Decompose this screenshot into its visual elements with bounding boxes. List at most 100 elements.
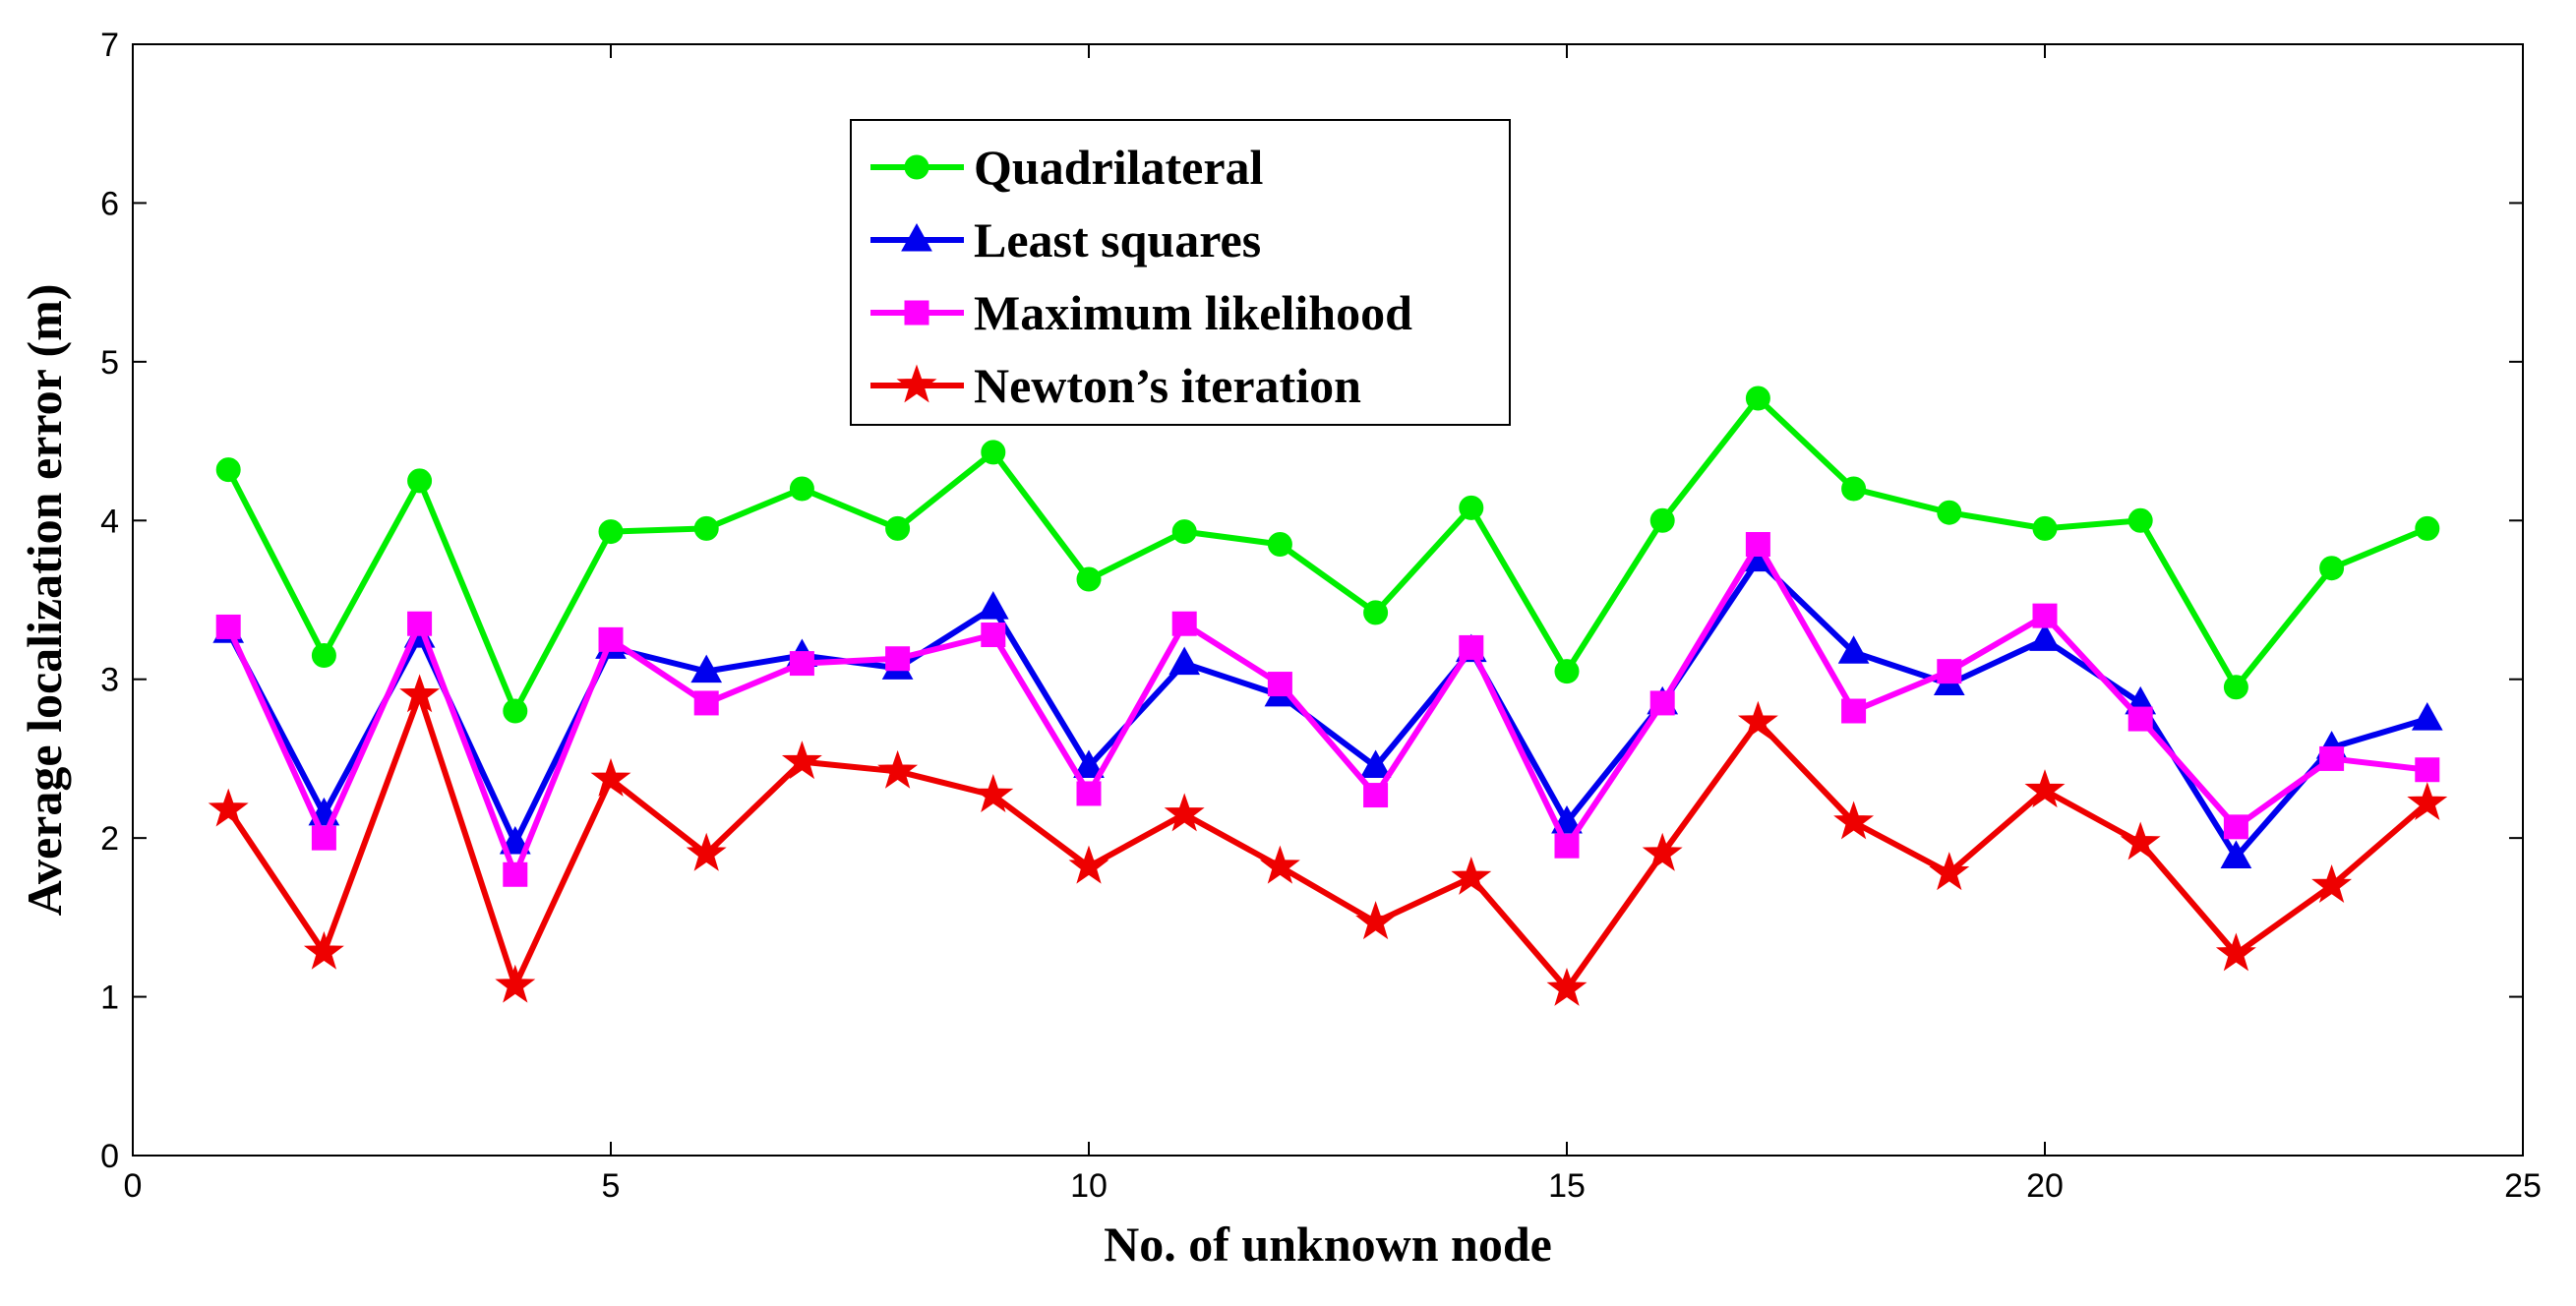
- data-point: [1745, 386, 1770, 411]
- data-point: [1459, 634, 1484, 660]
- data-point: [1171, 611, 1197, 636]
- legend-marker: [901, 222, 932, 252]
- series-line: [225, 394, 2428, 714]
- data-point: [2411, 702, 2443, 731]
- legend-marker: [896, 364, 937, 403]
- data-point: [686, 832, 727, 871]
- data-point: [1259, 845, 1300, 884]
- y-tick-label: 1: [100, 980, 119, 1017]
- data-point: [2223, 814, 2248, 840]
- data-point: [215, 457, 241, 483]
- y-tick-label: 2: [100, 820, 119, 858]
- data-point: [598, 626, 624, 652]
- data-point: [1068, 845, 1109, 884]
- data-point: [2415, 757, 2440, 783]
- x-tick-label: 0: [124, 1167, 143, 1205]
- legend-label: Maximum likelihood: [974, 285, 1412, 340]
- x-tick-label: 15: [1548, 1167, 1586, 1205]
- data-point: [2032, 515, 2058, 541]
- data-point: [208, 788, 249, 827]
- data-point: [2311, 864, 2353, 903]
- y-tick-label: 3: [100, 662, 119, 699]
- x-tick-label: 5: [602, 1167, 621, 1205]
- data-point: [2127, 507, 2153, 533]
- y-tick-label: 4: [100, 503, 119, 540]
- y-tick-label: 0: [100, 1138, 119, 1175]
- legend-box: [850, 119, 1511, 426]
- data-point: [1451, 856, 1492, 895]
- data-point: [503, 861, 528, 887]
- y-tick-label: 7: [100, 27, 119, 64]
- x-tick-label: 10: [1070, 1167, 1108, 1205]
- data-point: [1937, 659, 1962, 684]
- data-point: [1168, 646, 1201, 676]
- legend-marker: [904, 154, 929, 180]
- legend-item: Least squares: [870, 212, 1261, 267]
- data-point: [495, 964, 536, 1003]
- data-point: [1929, 852, 1970, 891]
- data-point: [877, 749, 919, 789]
- data-point: [2220, 840, 2252, 869]
- legend-label: Newton’s iteration: [974, 358, 1361, 413]
- series-3: [208, 674, 2448, 1006]
- axis-ticks: 0 5 10 15 20 25 0 1 2 3 4 5 6 7: [100, 27, 2542, 1205]
- legend-label: Quadrilateral: [974, 140, 1264, 195]
- data-point: [311, 825, 336, 851]
- data-point: [399, 674, 441, 713]
- x-tick-label: 25: [2504, 1167, 2542, 1205]
- data-point: [1076, 566, 1102, 592]
- data-point: [2319, 745, 2345, 771]
- data-point: [2319, 556, 2345, 581]
- data-point: [1171, 519, 1197, 545]
- data-point: [1267, 672, 1292, 697]
- data-point: [1164, 793, 1205, 832]
- data-point: [1076, 781, 1102, 806]
- data-point: [693, 690, 719, 716]
- data-point: [407, 468, 433, 494]
- y-tick-label: 5: [100, 344, 119, 382]
- data-point: [1737, 700, 1778, 740]
- legend-item: Quadrilateral: [870, 140, 1264, 195]
- data-point: [2407, 782, 2448, 821]
- data-point: [407, 611, 433, 636]
- data-point: [2223, 675, 2248, 700]
- data-point: [789, 476, 814, 502]
- data-point: [981, 623, 1006, 648]
- data-point: [1359, 749, 1392, 778]
- data-point: [590, 757, 631, 797]
- data-point: [1841, 476, 1867, 502]
- data-point: [503, 698, 528, 724]
- x-axis-title: No. of unknown node: [1104, 1217, 1552, 1272]
- data-point: [1546, 967, 1588, 1006]
- data-point: [1554, 659, 1580, 684]
- legend-item: Newton’s iteration: [870, 358, 1361, 413]
- data-point: [598, 519, 624, 545]
- data-point: [1642, 832, 1683, 871]
- data-point: [2415, 515, 2440, 541]
- data-point: [1841, 698, 1867, 724]
- data-point: [1745, 532, 1770, 557]
- legend-label: Least squares: [974, 212, 1261, 267]
- data-point: [789, 651, 814, 677]
- data-point: [1363, 600, 1389, 625]
- data-point: [781, 741, 822, 780]
- data-point: [2120, 821, 2161, 861]
- data-point: [1649, 507, 1675, 533]
- data-point: [1554, 833, 1580, 859]
- data-point: [1363, 783, 1389, 808]
- data-point: [1833, 801, 1875, 840]
- y-axis-title: Average localization error (m): [17, 284, 72, 917]
- legend: Quadrilateral Least squares Maximum likeli…: [850, 119, 1511, 426]
- data-point: [885, 646, 911, 672]
- data-point: [1355, 901, 1397, 940]
- data-point: [981, 440, 1006, 465]
- data-point: [2032, 603, 2058, 628]
- series-line: [225, 541, 2428, 878]
- data-point: [2215, 932, 2256, 972]
- data-point: [1837, 635, 1870, 664]
- data-point: [311, 643, 336, 668]
- data-point: [1459, 495, 1484, 520]
- series-2: [215, 532, 2440, 887]
- data-point: [2127, 706, 2153, 732]
